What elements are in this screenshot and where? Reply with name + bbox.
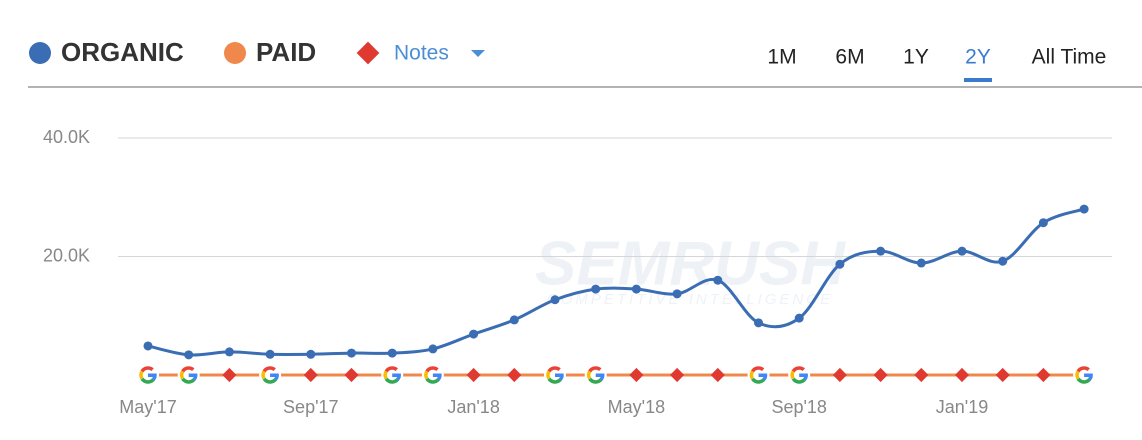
icon-bar	[432, 373, 441, 377]
range-underline	[964, 78, 992, 82]
notes-diamond[interactable]	[356, 41, 380, 65]
legend-dot	[29, 42, 51, 64]
icon-bar	[148, 373, 156, 377]
notes-dropdown[interactable]: Notes	[394, 42, 449, 65]
range-button[interactable]: 2Y	[965, 46, 991, 69]
icon-bar	[188, 373, 197, 377]
icon-bar	[1084, 373, 1093, 377]
data-point	[591, 284, 601, 294]
x-tick-label: Jan'19	[936, 397, 988, 417]
x-tick-label: Jan'18	[447, 397, 499, 417]
note-marker[interactable]	[670, 367, 685, 383]
note-marker[interactable]	[832, 367, 847, 383]
x-tick-label: Sep'17	[283, 397, 339, 417]
range-button[interactable]: 1Y	[903, 46, 929, 69]
data-point	[754, 318, 763, 328]
note-marker[interactable]	[954, 367, 970, 383]
range-button[interactable]: All Time	[1032, 46, 1107, 69]
data-point	[224, 347, 234, 357]
data-point	[550, 295, 560, 305]
data-point	[957, 246, 967, 256]
icon-bar	[392, 373, 401, 377]
x-tick-label: May'17	[119, 397, 176, 417]
icon-arc	[586, 366, 605, 384]
google-note-marker[interactable]	[381, 364, 404, 386]
legend-dot	[224, 42, 246, 64]
legend-label: PAID	[256, 37, 316, 67]
icon-arc	[424, 366, 442, 384]
note-marker[interactable]	[710, 367, 725, 383]
note-marker[interactable]	[466, 367, 481, 383]
icon-bar	[758, 373, 767, 377]
data-point	[1079, 204, 1089, 214]
google-note-marker[interactable]	[788, 364, 811, 386]
dropdown-arrow[interactable]	[471, 50, 485, 57]
data-point	[631, 284, 641, 294]
data-point	[387, 348, 397, 358]
x-tick-label: May'18	[608, 397, 665, 417]
icon-arc	[546, 366, 564, 384]
google-note-marker[interactable]	[177, 364, 200, 386]
icon-bar	[555, 373, 563, 377]
icon-arc	[749, 366, 768, 384]
y-tick-label: 20.0K	[43, 245, 90, 265]
note-marker[interactable]	[303, 367, 318, 383]
data-point	[713, 275, 723, 285]
google-note-marker[interactable]	[1073, 364, 1096, 386]
note-marker[interactable]	[914, 367, 929, 383]
icon-bar	[799, 373, 808, 377]
legend-label: ORGANIC	[61, 37, 184, 67]
icon-bar	[270, 373, 279, 377]
icon-arc	[139, 366, 157, 384]
data-point	[998, 256, 1008, 266]
note-marker[interactable]	[507, 367, 522, 383]
note-marker[interactable]	[629, 367, 644, 383]
icon-arc	[790, 366, 808, 384]
data-point	[265, 349, 275, 359]
note-marker[interactable]	[222, 367, 237, 383]
google-note-marker[interactable]	[421, 364, 444, 386]
icon-arc	[179, 366, 198, 384]
data-point	[794, 313, 804, 323]
google-note-marker[interactable]	[137, 364, 159, 386]
y-tick-label: 40.0K	[43, 127, 90, 147]
range-button[interactable]: 1M	[767, 46, 796, 69]
data-point	[347, 348, 356, 358]
data-point	[835, 259, 845, 269]
icon-bar	[595, 373, 604, 377]
note-marker[interactable]	[1036, 367, 1051, 383]
google-note-marker[interactable]	[584, 364, 607, 386]
data-point	[184, 350, 194, 360]
google-note-marker[interactable]	[259, 364, 282, 386]
google-note-marker[interactable]	[544, 364, 566, 386]
data-point	[876, 246, 886, 256]
data-point	[1038, 218, 1048, 228]
data-point	[306, 349, 316, 359]
note-marker[interactable]	[873, 367, 888, 383]
data-point	[672, 289, 682, 299]
data-point	[428, 344, 438, 354]
note-marker[interactable]	[995, 367, 1010, 383]
icon-arc	[261, 366, 279, 384]
x-tick-label: Sep'18	[771, 397, 827, 417]
google-note-marker[interactable]	[747, 364, 770, 386]
range-button[interactable]: 6M	[835, 46, 864, 69]
data-point	[509, 315, 519, 325]
icon-arc	[383, 366, 401, 384]
data-point	[143, 341, 153, 351]
note-marker[interactable]	[344, 367, 359, 383]
data-point	[469, 329, 479, 339]
data-point	[916, 258, 926, 268]
watermark-subtext: COMPETITIVE INTELLIGENCE	[547, 291, 833, 308]
